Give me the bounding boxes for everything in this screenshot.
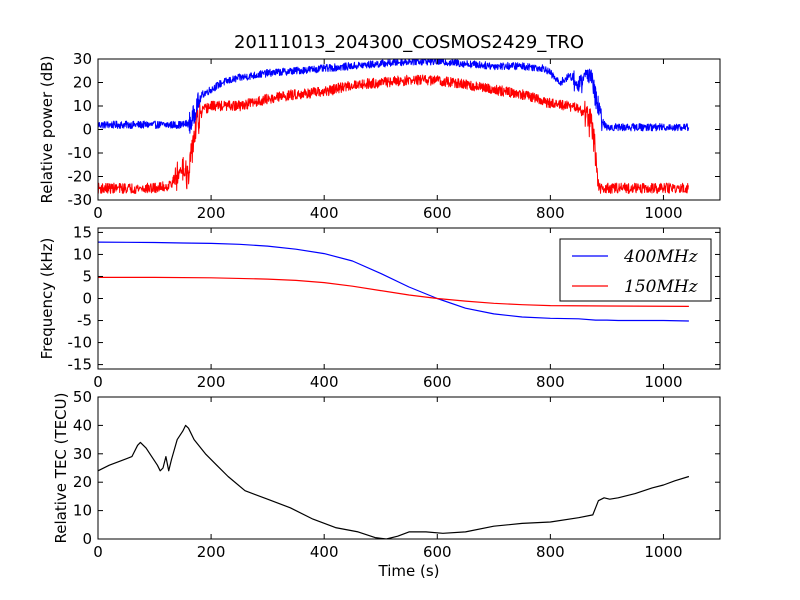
y-tick-label: 30 [73, 445, 92, 463]
legend: 400MHz 150MHz [559, 238, 712, 302]
y-tick-label: 50 [73, 388, 92, 406]
y-tick-label: 30 [73, 50, 92, 68]
y-axis-label: Relative power (dB) [38, 56, 56, 204]
y-tick-label: 0 [82, 290, 92, 308]
series-line-150mhz [98, 276, 689, 307]
chart-title: 20111013_204300_COSMOS2429_TRO [234, 32, 584, 53]
y-tick-label: -30 [68, 191, 93, 209]
series-line-400mhz [98, 241, 689, 322]
series-group [98, 424, 690, 539]
x-tick-label: 600 [423, 373, 452, 391]
y-tick-label: 10 [73, 245, 92, 263]
x-axis-label: Time (s) [378, 562, 440, 580]
series-group [98, 59, 690, 194]
y-tick-label: -15 [68, 356, 93, 374]
y-tick-label: -10 [68, 334, 93, 352]
y-tick-label: 40 [73, 416, 92, 434]
y-tick-label: -20 [68, 168, 93, 186]
legend-box [559, 238, 712, 302]
legend-label: 150MHz [624, 277, 699, 297]
y-tick-label: 10 [73, 97, 92, 115]
x-tick-label: 400 [310, 204, 339, 222]
x-tick-label: 800 [536, 373, 565, 391]
y-axis-label: Frequency (kHz) [38, 238, 56, 360]
x-tick-label: 1000 [644, 204, 682, 222]
x-tick-label: 0 [93, 204, 103, 222]
series-group [98, 241, 689, 322]
y-tick-label: 20 [73, 473, 92, 491]
y-tick-label: 5 [82, 267, 92, 285]
legend-label: 400MHz [623, 247, 699, 267]
x-tick-label: 400 [310, 373, 339, 391]
x-tick-label: 800 [536, 204, 565, 222]
y-tick-label: -10 [68, 144, 93, 162]
series-line-2 [98, 74, 690, 194]
x-tick-label: 400 [310, 543, 339, 561]
x-tick-label: 600 [423, 543, 452, 561]
plot-frame [97, 396, 721, 540]
x-tick-label: 0 [93, 543, 103, 561]
y-axis-label: Relative TEC (TECU) [52, 393, 70, 544]
x-tick-label: 600 [423, 204, 452, 222]
x-tick-label: 0 [93, 373, 103, 391]
panel-1: 0 200 400 600 800 1000 -30 -20 -10 0 10 20 30 Relativ… [38, 50, 721, 222]
panels: 0 200 400 600 800 1000-30-20-100102030Relativ… [38, 50, 721, 561]
y-tick-label: 20 [73, 74, 92, 92]
y-tick-label: 0 [82, 121, 92, 139]
y-tick-label: 0 [82, 530, 92, 548]
x-tick-label: 200 [197, 204, 226, 222]
y-tick-label: 10 [73, 502, 92, 520]
x-tick-label: 1000 [644, 373, 682, 391]
x-tick-label: 800 [536, 543, 565, 561]
x-tick-label: 1000 [644, 543, 682, 561]
y-tick-label: -5 [77, 312, 92, 330]
series-line-1 [98, 424, 690, 539]
panel-2: 0 200 400 600 800 1000 -15 -10 -5 0 5 10 15 Frequency… [38, 223, 721, 391]
series-line-1 [98, 59, 690, 134]
x-tick-label: 200 [197, 373, 226, 391]
x-tick-label: 200 [197, 543, 226, 561]
y-tick-label: 15 [73, 223, 92, 241]
